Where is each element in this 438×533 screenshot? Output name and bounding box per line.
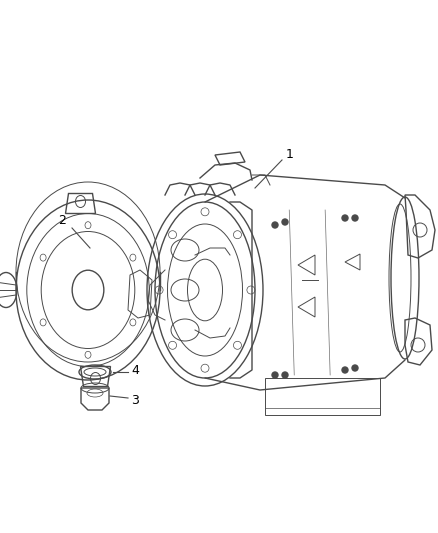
Text: 1: 1 [286,149,294,161]
Text: 2: 2 [58,214,66,227]
Circle shape [282,372,288,378]
Circle shape [282,219,288,225]
Circle shape [342,367,348,373]
Circle shape [342,215,348,221]
Circle shape [272,222,278,228]
Text: 4: 4 [131,364,139,376]
Circle shape [272,372,278,378]
Text: 3: 3 [131,393,139,407]
Circle shape [352,215,358,221]
Circle shape [352,365,358,371]
